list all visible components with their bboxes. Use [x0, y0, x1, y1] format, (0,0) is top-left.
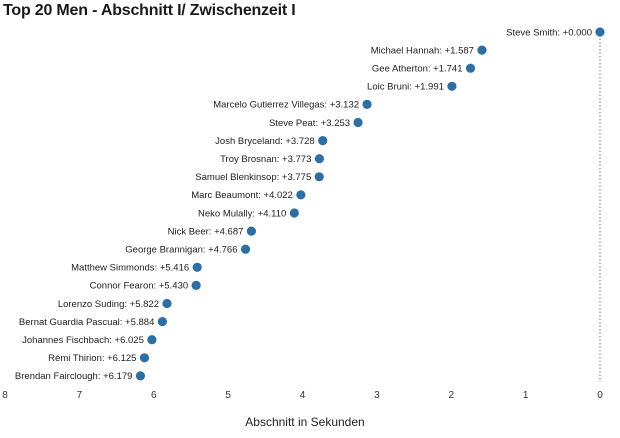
- point-marker: [477, 45, 487, 55]
- point-marker: [353, 117, 363, 128]
- point-label: Lorenzo Suding: +5.822: [58, 299, 159, 310]
- data-point-nick-beer: Nick Beer: +4.687: [168, 226, 257, 237]
- point-marker: [147, 335, 157, 345]
- data-point-remi-thirion: Rémi Thirion: +6.125: [48, 353, 150, 364]
- point-label: Steve Peat: +3.253: [269, 118, 350, 129]
- data-point-connor-fearon: Connor Fearon: +5.430: [90, 281, 201, 292]
- x-tick-label: 6: [151, 390, 157, 401]
- x-tick-label: 7: [77, 390, 83, 401]
- data-point-marcelo-gutierrez-villegas: Marcelo Gutierrez Villegas: +3.132: [213, 99, 372, 111]
- point-marker: [289, 208, 299, 218]
- x-tick-label: 5: [225, 390, 231, 401]
- point-marker: [139, 353, 150, 363]
- x-axis-label: Abschnitt in Sekunden: [245, 415, 364, 429]
- data-point-michael-hannah: Michael Hannah: +1.587: [371, 45, 487, 56]
- x-tick-label: 8: [2, 390, 8, 401]
- x-tick-label: 0: [597, 390, 603, 401]
- point-label: Steve Smith: +0.000: [506, 27, 592, 38]
- data-point-steve-peat: Steve Peat: +3.253: [269, 118, 363, 129]
- data-point-lorenzo-suding: Lorenzo Suding: +5.822: [58, 299, 172, 310]
- point-marker: [246, 226, 257, 236]
- point-marker: [362, 99, 372, 109]
- point-marker: [135, 371, 146, 381]
- point-label: Troy Brosnan: +3.773: [220, 154, 311, 165]
- data-point-loic-bruni: Loic Bruni: +1.991: [367, 81, 457, 93]
- point-marker: [157, 317, 167, 327]
- point-label: George Brannigan: +4.766: [125, 245, 237, 256]
- point-label: Marc Beaumont: +4.022: [191, 190, 293, 201]
- point-label: Johannes Fischbach: +6.025: [22, 335, 144, 346]
- point-marker: [192, 262, 202, 272]
- x-tick-label: 3: [374, 390, 380, 401]
- point-label: Loic Bruni: +1.991: [367, 82, 444, 93]
- point-label: Neko Mulally: +4.110: [198, 208, 286, 219]
- data-point-gee-atherton: Gee Atherton: +1.741: [372, 63, 476, 75]
- point-label: Connor Fearon: +5.430: [90, 281, 189, 292]
- point-marker: [447, 81, 457, 91]
- data-point-brendan-fairclough: Brendan Fairclough: +6.179: [15, 371, 146, 382]
- data-point-bernat-guardia-pascual: Bernat Guardia Pascual: +5.884: [19, 317, 167, 328]
- point-label: Rémi Thirion: +6.125: [48, 353, 136, 364]
- data-point-troy-brosnan: Troy Brosnan: +3.773: [220, 154, 324, 165]
- x-axis-ticks: 8 7 6 5 4 3 2 1 0: [2, 390, 603, 401]
- chart-title: Top 20 Men - Abschnitt I/ Zwischenzeit I: [3, 2, 296, 19]
- data-point-marc-beaumont: Marc Beaumont: +4.022: [191, 190, 306, 201]
- x-tick-label: 4: [300, 390, 306, 401]
- data-point-johannes-fischbach: Johannes Fischbach: +6.025: [22, 335, 157, 346]
- point-marker: [162, 298, 172, 309]
- data-point-steve-smith: Steve Smith: +0.000: [506, 27, 605, 38]
- points-layer: Steve Smith: +0.000 Michael Hannah: +1.58…: [15, 27, 605, 382]
- point-label: Bernat Guardia Pascual: +5.884: [19, 317, 154, 328]
- data-point-george-brannigan: George Brannigan: +4.766: [125, 244, 251, 256]
- point-label: Michael Hannah: +1.587: [371, 45, 474, 56]
- point-label: Marcelo Gutierrez Villegas: +3.132: [213, 100, 359, 111]
- point-marker: [296, 190, 306, 200]
- point-marker: [191, 280, 201, 290]
- point-label: Josh Bryceland: +3.728: [215, 136, 315, 147]
- point-label: Gee Atherton: +1.741: [372, 64, 463, 75]
- point-marker: [314, 154, 324, 164]
- point-label: Nick Beer: +4.687: [168, 226, 244, 237]
- point-marker: [240, 244, 251, 254]
- point-label: Matthew Simmonds: +5.416: [71, 263, 189, 274]
- point-marker: [314, 172, 324, 182]
- point-label: Brendan Fairclough: +6.179: [15, 371, 133, 382]
- point-marker: [318, 136, 328, 146]
- data-point-matthew-simmonds: Matthew Simmonds: +5.416: [71, 263, 202, 274]
- data-point-samuel-blenkinsop: Samuel Blenkinsop: +3.775: [195, 172, 324, 183]
- data-point-josh-bryceland: Josh Bryceland: +3.728: [215, 136, 328, 147]
- point-marker: [595, 27, 605, 37]
- point-marker: [465, 63, 476, 73]
- data-point-neko-mulally: Neko Mulally: +4.110: [198, 208, 299, 219]
- point-label: Samuel Blenkinsop: +3.775: [195, 172, 311, 183]
- x-tick-label: 1: [523, 390, 529, 401]
- x-tick-label: 2: [448, 390, 454, 401]
